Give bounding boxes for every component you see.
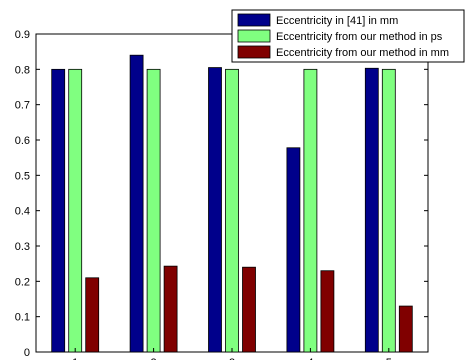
x-tick-label: 5	[386, 357, 392, 360]
bar-series-2-cat-1	[68, 68, 83, 353]
x-tick-label: 1	[72, 357, 78, 360]
bar-series-3-cat-1	[85, 277, 100, 353]
bar-series-3-cat-5	[398, 305, 413, 353]
legend-label-1: Eccentricity in [41] in mm	[276, 15, 398, 27]
y-axis: 0 0.1 0.2 0.3 0.4 0.5 0.6 0.7 0.8 0.9	[15, 29, 428, 359]
y-tick-label: 0.2	[15, 276, 30, 288]
bar-series-2-cat-2	[146, 68, 161, 353]
y-tick-label: 0.6	[15, 135, 30, 147]
y-tick-label: 0.1	[15, 312, 30, 324]
bar-series-3-cat-3	[242, 266, 256, 353]
legend: Eccentricity in [41] in mm Eccentricity f…	[231, 9, 465, 63]
bar-series-3-cat-4	[320, 270, 335, 353]
x-axis: 1 2 3 4 5	[72, 348, 392, 360]
bar-series-2-cat-5	[381, 68, 396, 353]
bars-group	[51, 54, 413, 353]
x-tick-label: 4	[307, 357, 313, 360]
legend-label-2: Eccentricity from our method in ps	[276, 31, 443, 43]
legend-box	[231, 9, 465, 63]
bar-series-1-cat-1	[51, 68, 66, 353]
y-tick-label: 0.7	[15, 100, 30, 112]
legend-swatch-3	[237, 45, 271, 59]
legend-label-3: Eccentricity from our method in mm	[276, 47, 449, 59]
y-tick-label: 0.3	[15, 241, 30, 253]
legend-swatch-2	[237, 29, 271, 43]
y-tick-label: 0.9	[15, 29, 30, 41]
y-tick-label: 0.4	[15, 206, 30, 218]
y-tick-label: 0.5	[15, 170, 30, 182]
bar-series-3-cat-2	[163, 265, 178, 353]
x-tick-label: 2	[151, 357, 157, 360]
y-tick-label: 0	[24, 347, 30, 359]
bar-series-1-cat-3	[208, 67, 222, 353]
legend-swatch-1	[237, 13, 271, 27]
bar-series-2-cat-3	[225, 68, 239, 353]
bar-series-2-cat-4	[303, 68, 318, 353]
bar-series-1-cat-4	[286, 147, 301, 353]
bar-series-1-cat-5	[364, 67, 379, 353]
x-tick-label: 3	[229, 357, 235, 360]
bar-series-1-cat-2	[129, 54, 144, 353]
y-tick-label: 0.8	[15, 64, 30, 76]
